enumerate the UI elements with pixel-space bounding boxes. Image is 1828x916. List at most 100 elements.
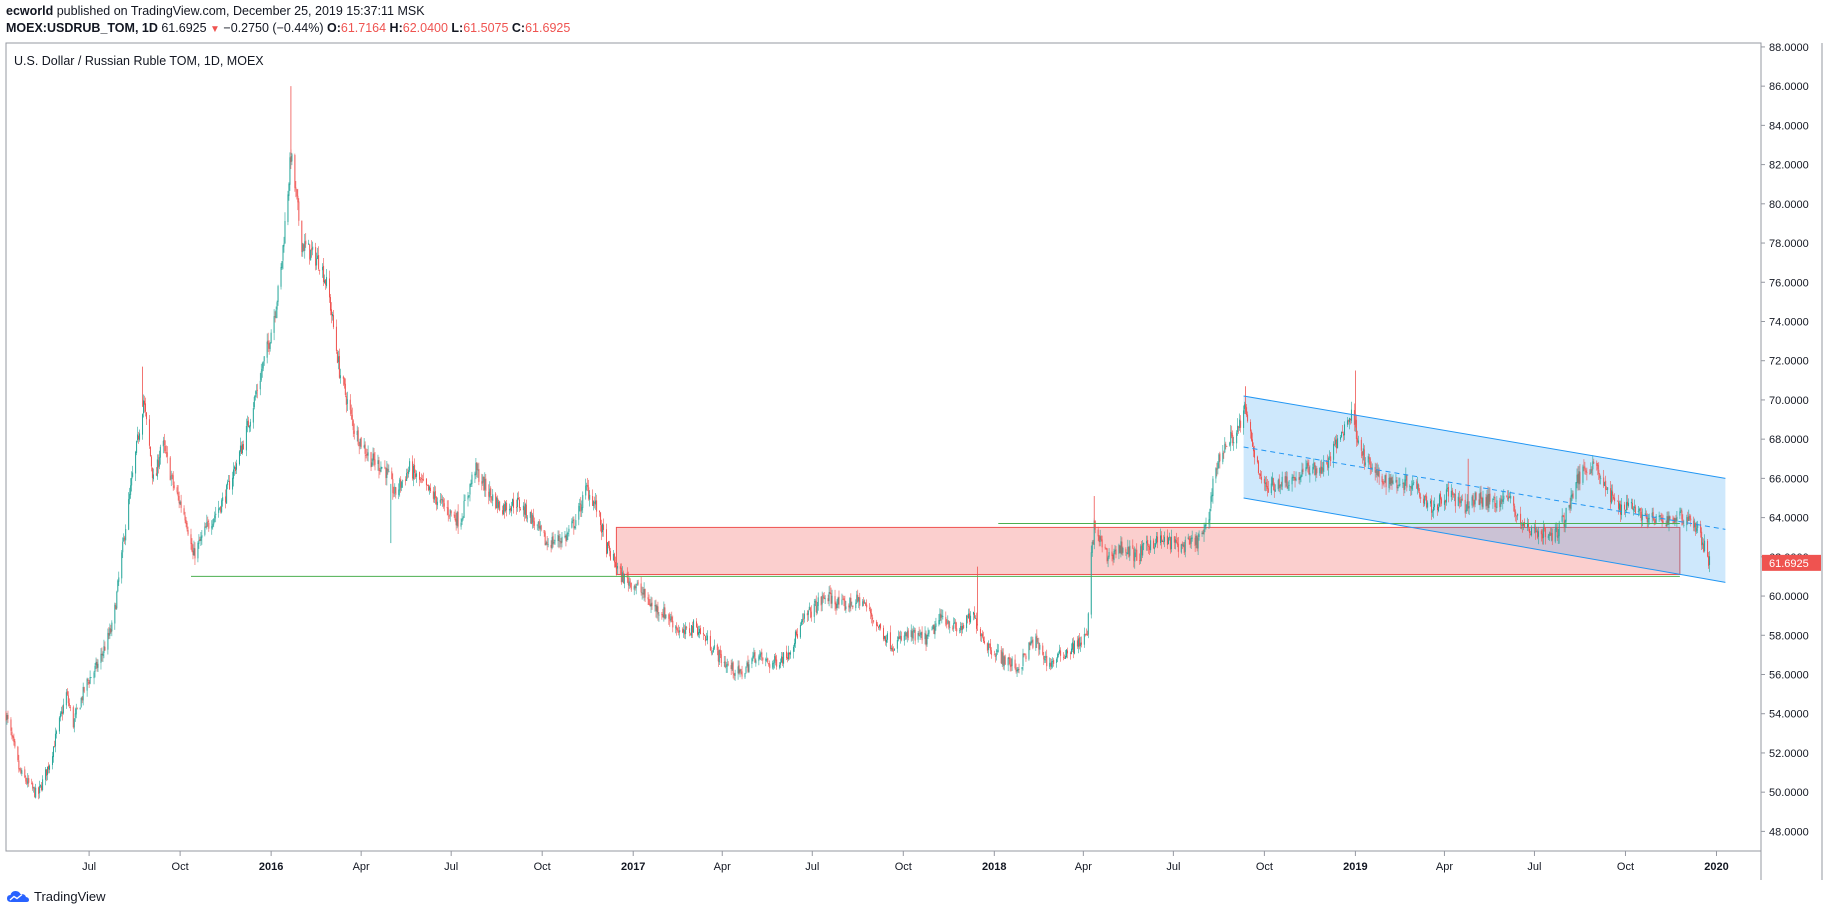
candle-body bbox=[1492, 498, 1494, 503]
candle-body bbox=[1225, 444, 1227, 446]
candle-body bbox=[1399, 484, 1401, 486]
candle-body bbox=[650, 603, 652, 607]
candle-body bbox=[1113, 550, 1115, 561]
candle-body bbox=[83, 687, 85, 692]
candle-body bbox=[1356, 438, 1358, 443]
candle-body bbox=[612, 553, 614, 561]
candle-body bbox=[706, 635, 708, 641]
candle-body bbox=[387, 469, 389, 471]
candle-body bbox=[779, 664, 781, 668]
candle-body bbox=[1640, 511, 1642, 522]
candle-body bbox=[449, 509, 451, 516]
price-chart[interactable]: 48.0000 50.0000 52.0000 54.0000 56.0000 58.00… bbox=[0, 0, 1828, 880]
candle-body bbox=[1493, 497, 1495, 498]
candle-body bbox=[211, 526, 213, 529]
candle-body bbox=[1059, 649, 1061, 654]
candle-body bbox=[384, 466, 386, 468]
candle-body bbox=[768, 663, 770, 665]
candle-body bbox=[822, 595, 824, 597]
candle-body bbox=[1458, 497, 1460, 502]
candle-body bbox=[794, 631, 796, 644]
candle-body bbox=[385, 467, 387, 479]
author-name[interactable]: ecworld bbox=[6, 4, 54, 18]
candle-body bbox=[1416, 481, 1418, 489]
candle-body bbox=[316, 258, 318, 266]
price-tick-label: 52.0000 bbox=[1769, 748, 1809, 760]
candle-body bbox=[1105, 547, 1107, 549]
candle-body bbox=[547, 544, 549, 546]
candle-body bbox=[976, 629, 978, 631]
candle-body bbox=[38, 787, 40, 794]
candle-body bbox=[1451, 490, 1453, 495]
candle-body bbox=[1700, 524, 1702, 533]
candle-body bbox=[613, 553, 615, 563]
candle-body bbox=[975, 617, 977, 619]
candle-body bbox=[259, 380, 261, 390]
candle-body bbox=[1377, 470, 1379, 476]
candle-body bbox=[829, 592, 831, 594]
candle-body bbox=[453, 514, 455, 516]
candle-body bbox=[123, 537, 125, 542]
candle-body bbox=[1250, 421, 1252, 432]
candle-body bbox=[1500, 498, 1502, 508]
price-tick-label: 72.0000 bbox=[1769, 356, 1809, 368]
candle-body bbox=[616, 565, 618, 569]
time-tick-label: Apr bbox=[714, 861, 731, 873]
candle-body bbox=[553, 542, 555, 544]
candle-body bbox=[268, 343, 270, 349]
candle-body bbox=[996, 650, 998, 653]
candle-body bbox=[960, 626, 962, 631]
candle-body bbox=[115, 605, 117, 610]
candle-body bbox=[815, 600, 817, 613]
candle-body bbox=[1154, 547, 1156, 549]
candle-body bbox=[41, 785, 43, 790]
candle-body bbox=[186, 522, 188, 530]
candle-body bbox=[1370, 467, 1372, 469]
candle-body bbox=[1142, 543, 1144, 556]
candle-body bbox=[844, 600, 846, 611]
down-arrow-icon: ▼ bbox=[210, 24, 220, 35]
candle-body bbox=[1701, 531, 1703, 546]
candle-body bbox=[870, 609, 872, 614]
candle-body bbox=[851, 605, 853, 607]
candle-body bbox=[1223, 452, 1225, 454]
candle-body bbox=[1177, 543, 1179, 552]
candle-body bbox=[416, 473, 418, 477]
time-axis[interactable]: Jul Oct 2016 Apr Jul Oct 2017 Apr Jul Oct 2018 Apr J… bbox=[82, 851, 1729, 873]
candle-body bbox=[1052, 660, 1054, 662]
candle-body bbox=[1485, 497, 1487, 507]
candle-body bbox=[1544, 528, 1546, 538]
candle-body bbox=[522, 505, 524, 511]
candle-body bbox=[220, 506, 222, 512]
candle-body bbox=[626, 572, 628, 579]
price-axis[interactable]: 48.0000 50.0000 52.0000 54.0000 56.0000 58.00… bbox=[1761, 42, 1821, 838]
candle-body bbox=[312, 246, 314, 250]
candle-body bbox=[325, 279, 327, 285]
candle-body bbox=[365, 455, 367, 456]
candle-body bbox=[359, 438, 361, 446]
candle-body bbox=[1431, 499, 1433, 513]
candle-body bbox=[1129, 545, 1131, 556]
candle-body bbox=[1644, 513, 1646, 515]
candle-body bbox=[889, 632, 891, 650]
time-tick-label: Jul bbox=[1166, 861, 1180, 873]
candle-body bbox=[1022, 653, 1024, 667]
candle-body bbox=[1031, 640, 1033, 643]
candle-body bbox=[440, 499, 442, 500]
open-label: O: bbox=[326, 21, 341, 35]
candle-body bbox=[233, 469, 235, 479]
candle-body bbox=[82, 686, 84, 701]
candle-body bbox=[987, 643, 989, 650]
candle-body bbox=[1404, 479, 1406, 490]
candle-body bbox=[1434, 503, 1436, 508]
candle-body bbox=[1342, 432, 1344, 433]
candle-body bbox=[1461, 498, 1463, 501]
last-price-badge bbox=[1762, 554, 1821, 571]
candle-body bbox=[158, 457, 160, 467]
candle-body bbox=[187, 529, 189, 535]
candle-body bbox=[342, 376, 344, 379]
tradingview-footer[interactable]: TradingView bbox=[6, 888, 106, 904]
candle-body bbox=[456, 512, 458, 526]
candle-body bbox=[261, 368, 263, 372]
candle-body bbox=[883, 635, 885, 639]
